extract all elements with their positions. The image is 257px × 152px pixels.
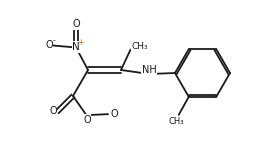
Text: O: O	[111, 109, 118, 119]
Text: O: O	[83, 115, 91, 125]
Text: O: O	[45, 40, 53, 50]
Text: NH: NH	[142, 65, 156, 75]
Text: CH₃: CH₃	[132, 42, 148, 51]
Text: CH₃: CH₃	[169, 117, 185, 126]
Text: O: O	[72, 19, 80, 29]
Text: -: -	[52, 36, 55, 45]
Text: N: N	[72, 42, 80, 52]
Text: O: O	[49, 106, 57, 116]
Text: +: +	[77, 38, 84, 47]
